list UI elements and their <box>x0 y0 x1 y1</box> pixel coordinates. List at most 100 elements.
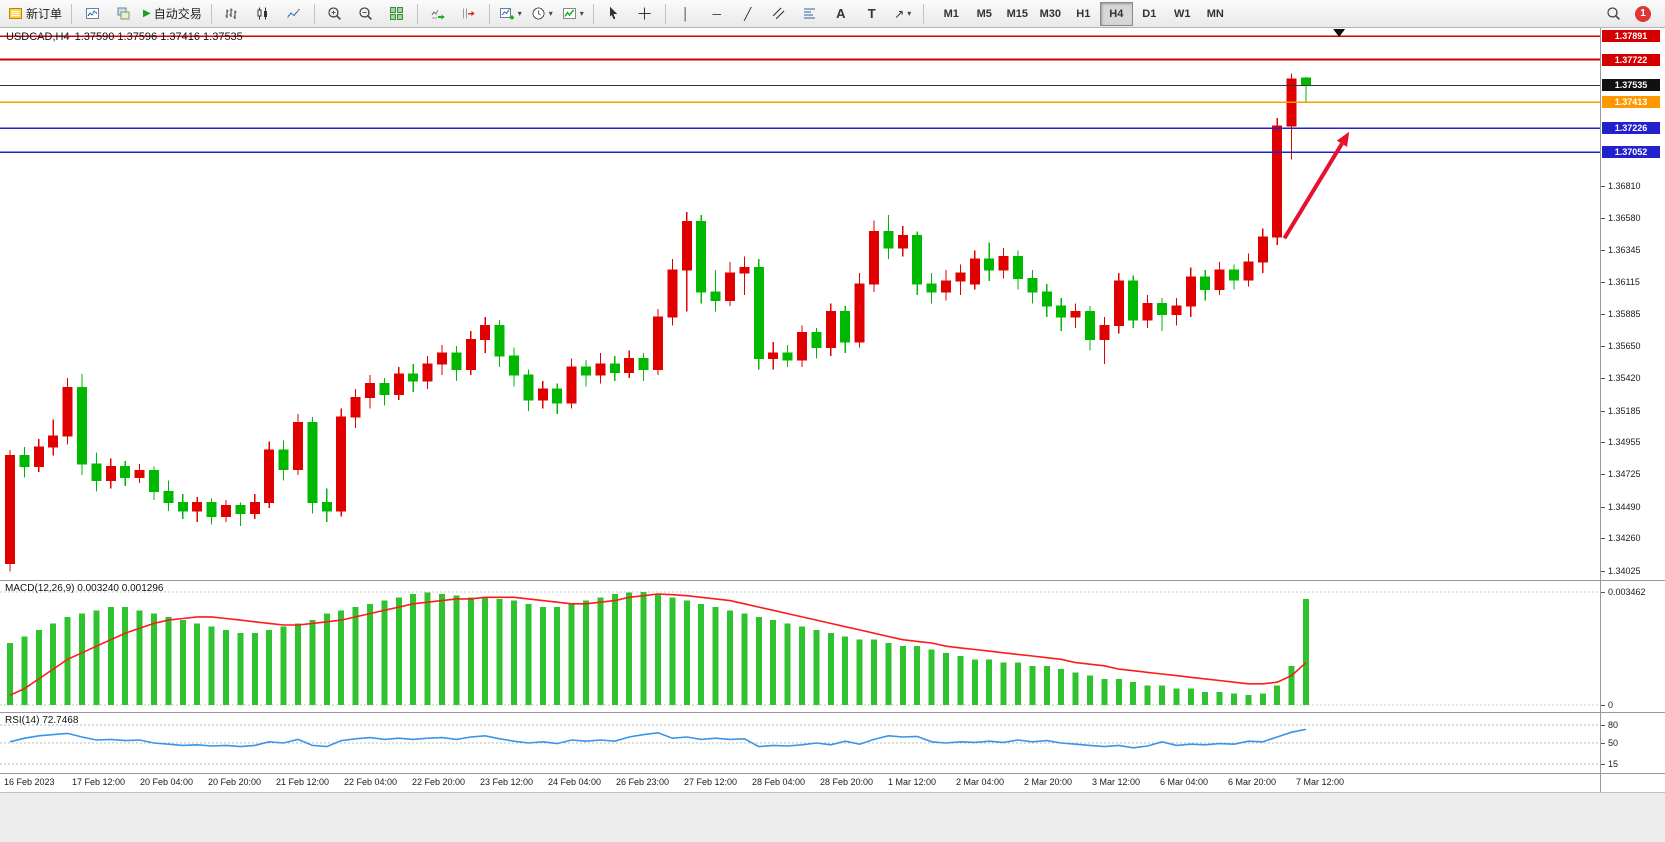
profiles-button[interactable] <box>108 1 138 27</box>
time-label: 6 Mar 20:00 <box>1228 777 1277 787</box>
new-order-icon <box>9 8 22 19</box>
time-axis[interactable]: 16 Feb 2023 17 Feb 12:00 20 Feb 04:00 20 Fe… <box>0 774 1665 792</box>
macd-chart[interactable] <box>0 581 1600 712</box>
new-chart-icon <box>499 8 514 20</box>
zoom-out-icon <box>359 7 373 21</box>
price-axis[interactable]: 1.36810 1.36580 1.36345 1.36115 1.35885 1.356… <box>1601 28 1665 792</box>
toolbar-separator <box>71 3 73 24</box>
chart-symbol: USDCAD,H4 <box>6 31 70 43</box>
vertical-line-icon: │ <box>682 6 690 21</box>
time-label: 7 Mar 12:00 <box>1296 777 1345 787</box>
text-button[interactable]: A <box>826 1 856 27</box>
line-chart-button[interactable] <box>279 1 309 27</box>
zoom-in-icon <box>328 7 342 21</box>
timeframe-m1[interactable]: M1 <box>943 7 959 20</box>
bar-chart-button[interactable] <box>217 1 247 27</box>
time-label: 20 Feb 20:00 <box>208 777 262 787</box>
windows-cascade-icon <box>117 7 130 20</box>
window-footer <box>0 792 1665 842</box>
bar-chart-icon <box>225 8 237 19</box>
trendline-button[interactable]: ╱ <box>733 1 763 27</box>
crosshair-button[interactable] <box>630 1 660 27</box>
search-button[interactable] <box>1598 1 1628 27</box>
macd-axis-min: 0 <box>1608 700 1614 710</box>
timeframe-toolbar: M1 M5 M15 M30 H1 H4 D1 W1 MN <box>935 1 1232 26</box>
timeframe-m5[interactable]: M5 <box>976 7 992 20</box>
rsi-chart[interactable] <box>0 713 1600 773</box>
chevron-down-icon: ▾ <box>907 8 912 18</box>
arrows-button[interactable]: ↗ ▾ <box>888 1 918 27</box>
horizontal-line-button[interactable]: ─ <box>702 1 732 27</box>
channel-icon <box>772 7 785 20</box>
axis-tickmark <box>1601 313 1605 315</box>
toolbar-separator <box>313 3 315 24</box>
notification-badge[interactable]: 1 <box>1635 5 1651 22</box>
price-level-badge: 1.37722 <box>1602 53 1660 66</box>
price-tick: 1.34955 <box>1608 437 1641 448</box>
time-label: 27 Feb 12:00 <box>684 777 738 787</box>
autotrading-button[interactable]: ▶ 自动交易 <box>139 1 206 27</box>
toolbar-separator <box>592 3 594 24</box>
toolbar-separator <box>922 3 924 24</box>
price-level-badge: 1.37891 <box>1602 30 1660 43</box>
text-label-button[interactable]: T <box>857 1 887 27</box>
horizontal-line-icon: ─ <box>712 6 722 21</box>
line-chart-icon <box>287 8 301 18</box>
macd-panel[interactable]: MACD(12,26,9) 0.003240 0.001296 <box>0 581 1600 712</box>
price-tick: 1.36345 <box>1608 245 1641 256</box>
price-tick: 1.36115 <box>1608 276 1640 287</box>
timeframe-m15[interactable]: M15 <box>1006 7 1028 20</box>
panel-separator[interactable] <box>0 712 1665 713</box>
toolbar-separator <box>488 3 490 24</box>
candlestick-chart[interactable] <box>0 28 1600 580</box>
chart-ohlc: 1.37590 1.37596 1.37416 1.37535 <box>74 31 243 43</box>
indicators-button[interactable]: ▾ <box>558 1 588 27</box>
rsi-axis-level: 80 <box>1608 720 1619 730</box>
new-order-button[interactable]: 新订单 <box>4 1 66 27</box>
auto-scroll-button[interactable] <box>423 1 453 27</box>
auto-scroll-icon <box>431 9 445 20</box>
toolbar-separator <box>210 3 212 24</box>
price-tick: 1.35885 <box>1608 308 1641 319</box>
cursor-button[interactable] <box>599 1 629 27</box>
timeframe-m30[interactable]: M30 <box>1039 7 1061 20</box>
price-tick: 1.36810 <box>1608 180 1641 191</box>
axis-tickmark <box>1601 571 1605 572</box>
vertical-line-button[interactable]: │ <box>671 1 701 27</box>
chart-window-button[interactable] <box>77 1 107 27</box>
zoom-in-button[interactable] <box>320 1 350 27</box>
time-label: 24 Feb 04:00 <box>548 777 602 787</box>
timeframe-h4[interactable]: H4 <box>1099 1 1133 26</box>
price-chart-panel[interactable]: USDCAD,H4 1.37590 1.37596 1.37416 1.37535 <box>0 28 1600 580</box>
fibonacci-icon <box>804 8 816 19</box>
time-label: 22 Feb 04:00 <box>344 777 398 787</box>
indicators-icon <box>562 8 576 19</box>
timeframe-w1[interactable]: W1 <box>1174 7 1191 20</box>
time-label: 28 Feb 20:00 <box>820 777 874 787</box>
periods-button[interactable]: ▾ <box>527 1 557 27</box>
axis-separator <box>1600 28 1601 792</box>
channel-button[interactable] <box>764 1 794 27</box>
timeframe-h1[interactable]: H1 <box>1076 7 1091 20</box>
rsi-panel[interactable]: RSI(14) 72.7468 <box>0 713 1600 773</box>
timeframe-d1[interactable]: D1 <box>1142 7 1157 20</box>
fibonacci-button[interactable] <box>795 1 825 27</box>
price-level-badge: 1.37535 <box>1602 79 1660 92</box>
panel-separator[interactable] <box>0 580 1665 581</box>
chevron-down-icon: ▾ <box>517 8 522 18</box>
chart-shift-button[interactable] <box>454 1 484 27</box>
autotrading-label: 自动交易 <box>153 7 202 21</box>
crosshair-icon <box>638 7 651 20</box>
candlestick-chart-button[interactable] <box>248 1 278 27</box>
timeframe-mn[interactable]: MN <box>1206 7 1224 20</box>
candlestick-chart-icon <box>257 7 268 20</box>
toolbar: 新订单 ▶ 自动交易 <box>0 0 1665 28</box>
price-tick: 1.34725 <box>1608 469 1641 480</box>
axis-tickmark <box>1601 217 1605 219</box>
new-chart-button[interactable]: ▾ <box>495 1 526 27</box>
axis-tickmark <box>1601 281 1605 283</box>
zoom-out-button[interactable] <box>351 1 381 27</box>
text-icon: A <box>836 6 846 21</box>
tile-windows-button[interactable] <box>382 1 412 27</box>
toolbar-separator <box>664 3 666 24</box>
